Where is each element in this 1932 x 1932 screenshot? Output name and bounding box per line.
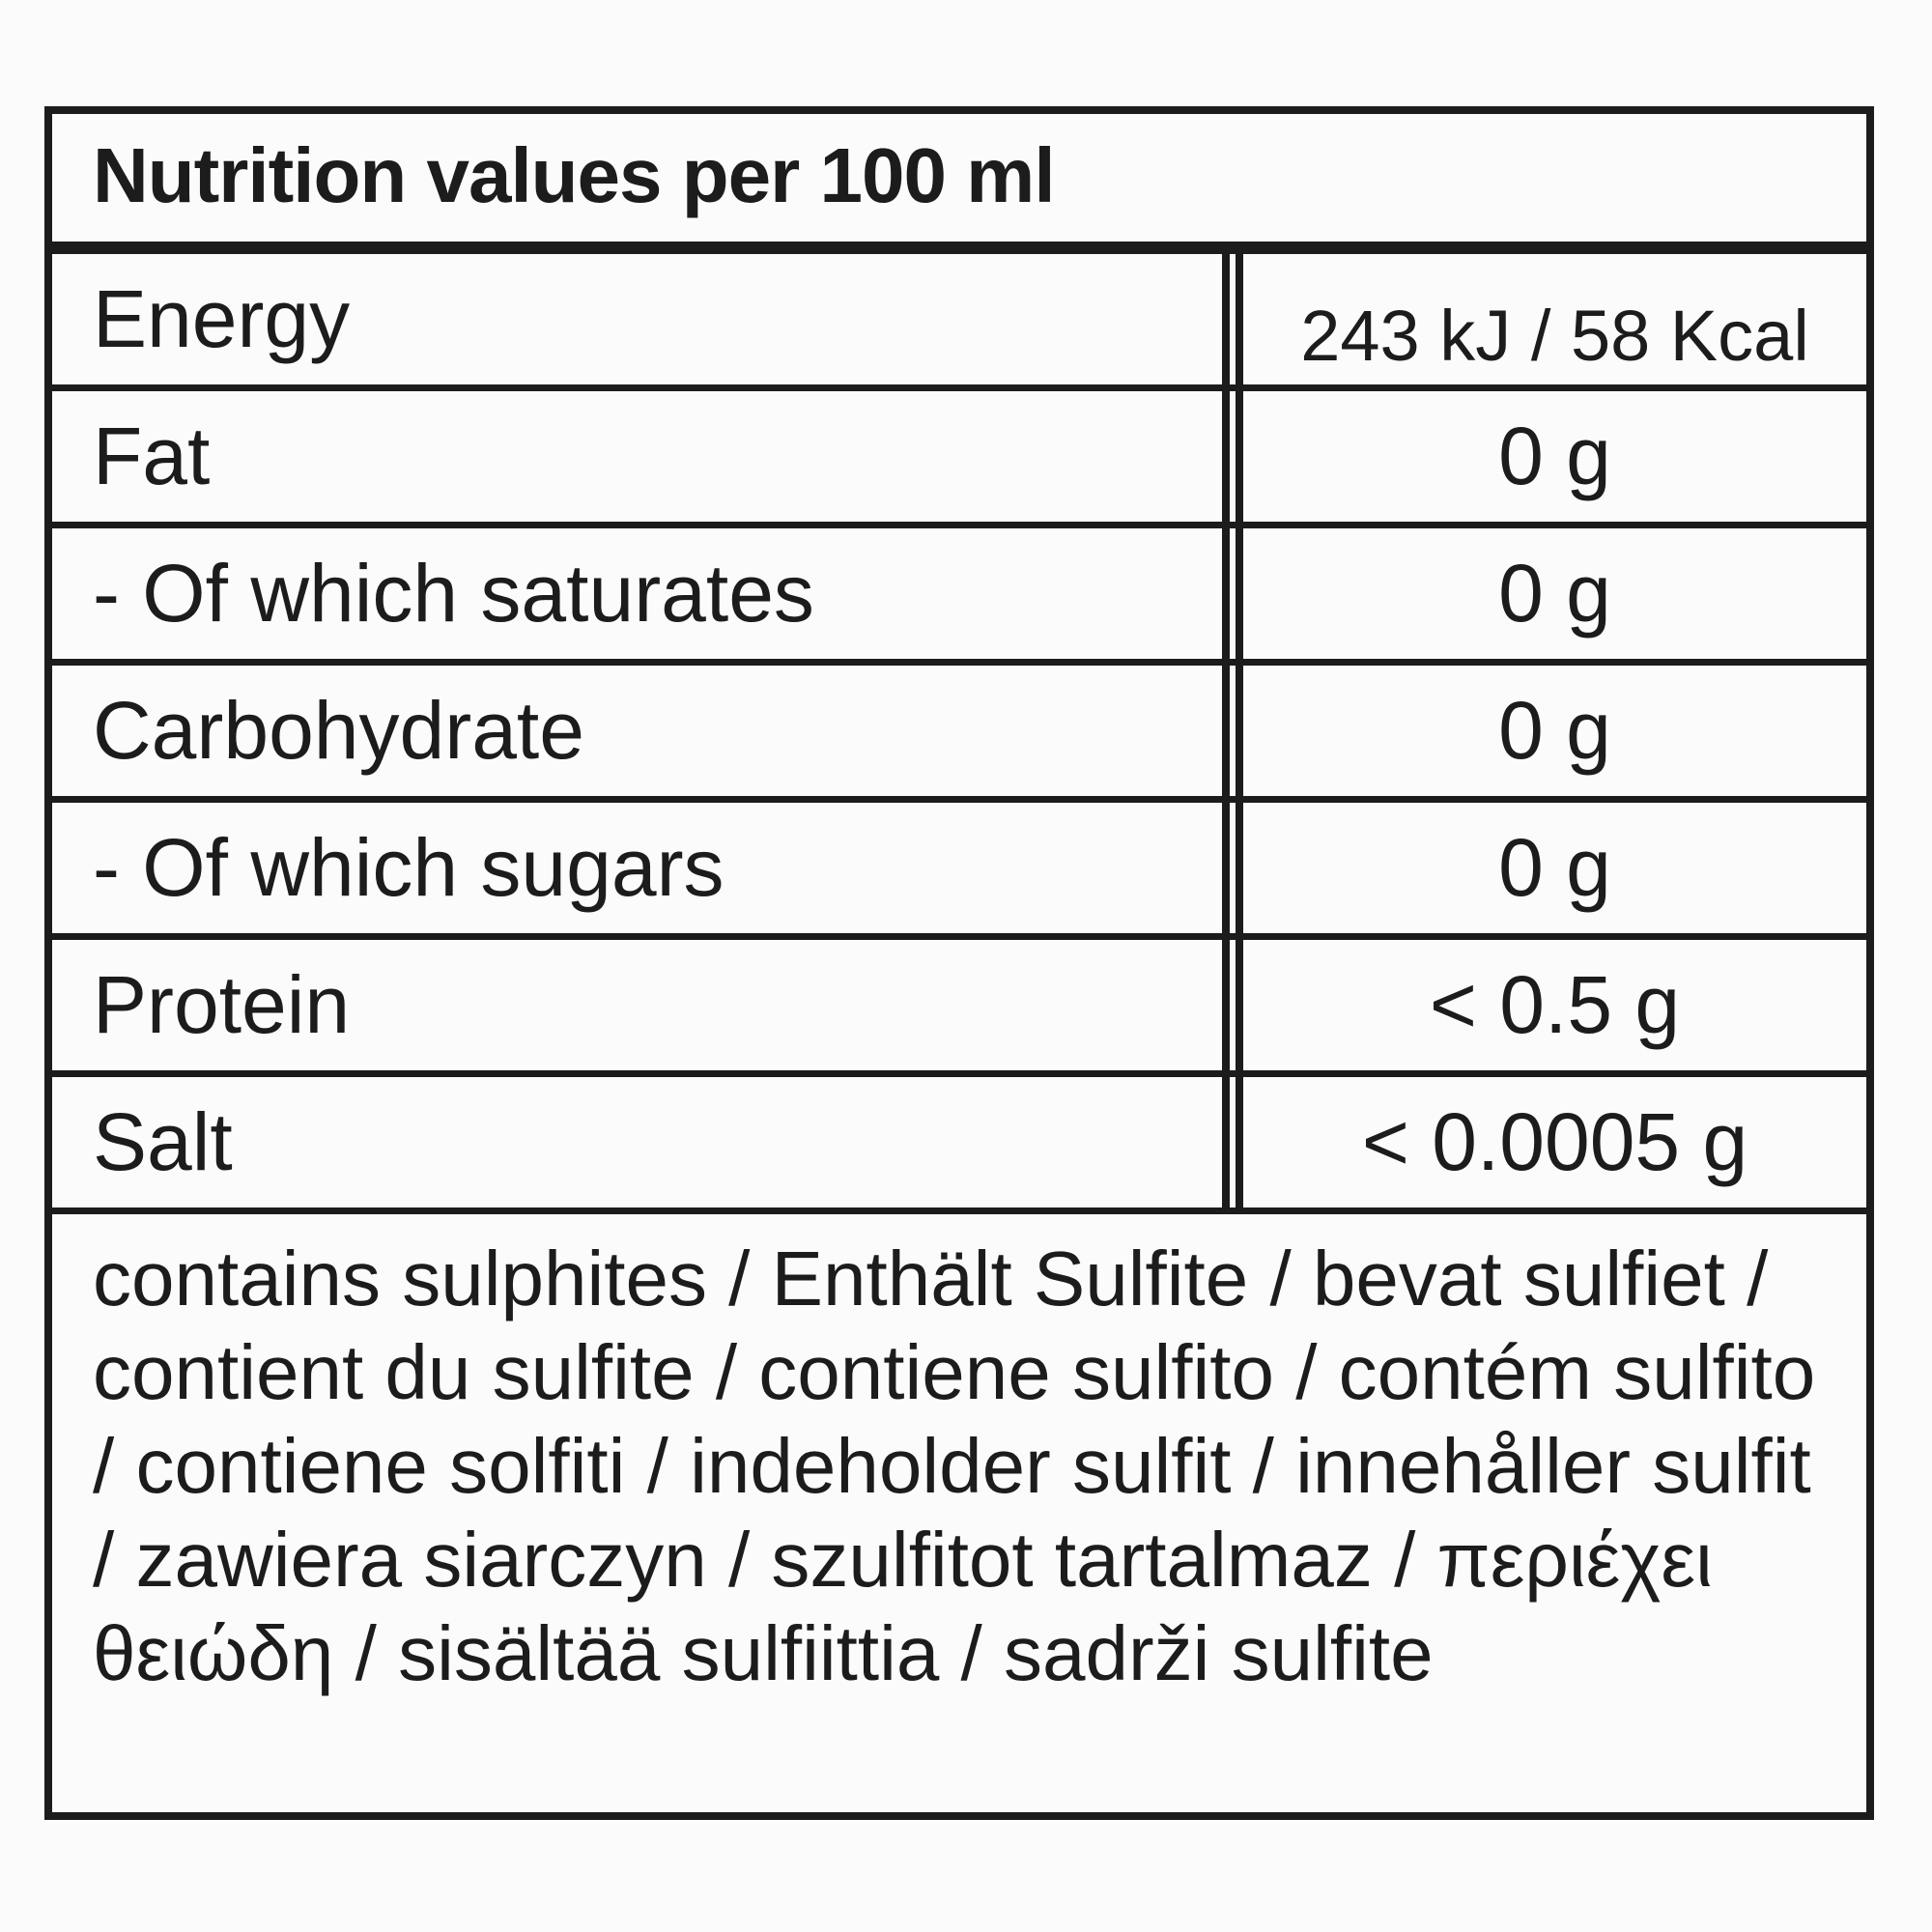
- nutrient-label: - Of which saturates: [52, 528, 1230, 659]
- table-row: - Of which sugars 0 g: [52, 803, 1866, 940]
- nutrient-label: Carbohydrate: [52, 666, 1230, 796]
- table-row: Carbohydrate 0 g: [52, 666, 1866, 803]
- table-row: Salt < 0.0005 g: [52, 1077, 1866, 1214]
- nutrient-value: 0 g: [1236, 666, 1866, 796]
- nutrient-label: Salt: [52, 1077, 1230, 1208]
- nutrient-value: 243 kJ / 58 Kcal: [1236, 254, 1866, 384]
- table-title: Nutrition values per 100 ml: [52, 114, 1866, 254]
- table-row: Protein < 0.5 g: [52, 940, 1866, 1077]
- allergen-note: contains sulphites / Enthält Sulfite / b…: [93, 1236, 1816, 1696]
- nutrient-label: Energy: [52, 254, 1230, 384]
- table-row: Fat 0 g: [52, 391, 1866, 528]
- table-row: - Of which saturates 0 g: [52, 528, 1866, 666]
- nutrient-value: < 0.0005 g: [1236, 1077, 1866, 1208]
- nutrition-table: Nutrition values per 100 ml Energy 243 kJ…: [44, 106, 1874, 1820]
- nutrient-label: Protein: [52, 940, 1230, 1070]
- rows: Energy 243 kJ / 58 Kcal Fat 0 g- Of which s…: [52, 254, 1866, 1214]
- nutrient-value: < 0.5 g: [1236, 940, 1866, 1070]
- nutrient-label: Fat: [52, 391, 1230, 522]
- nutrient-value: 0 g: [1236, 391, 1866, 522]
- nutrient-value: 0 g: [1236, 528, 1866, 659]
- nutrient-value: 0 g: [1236, 803, 1866, 933]
- nutrient-label: - Of which sugars: [52, 803, 1230, 933]
- table-row: Energy 243 kJ / 58 Kcal: [52, 254, 1866, 391]
